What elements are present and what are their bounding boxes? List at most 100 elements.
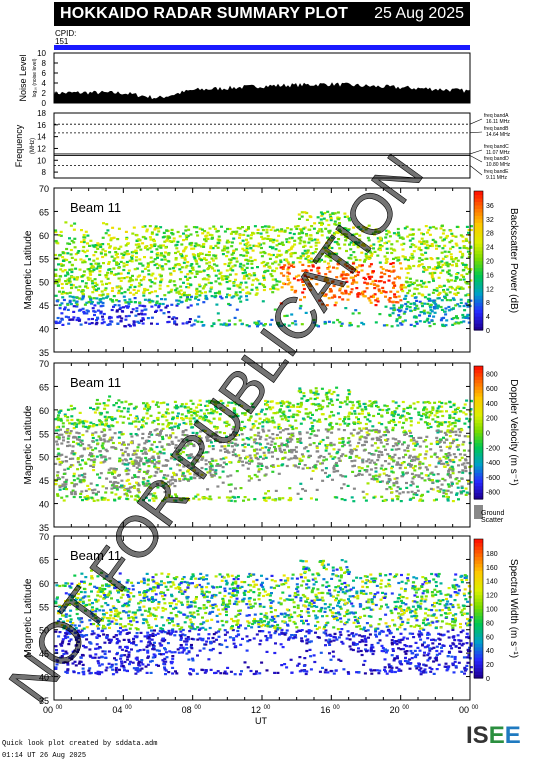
velocity-cell bbox=[58, 485, 62, 488]
velocity-cell bbox=[335, 496, 339, 499]
power-cell bbox=[74, 286, 78, 289]
velocity-cell bbox=[240, 428, 243, 432]
velocity-cell bbox=[229, 483, 233, 486]
power-cell bbox=[358, 234, 362, 237]
power-cell bbox=[393, 308, 396, 311]
velocity-cell bbox=[178, 449, 181, 452]
lat-tick-label: 50 bbox=[39, 278, 49, 288]
power-cell bbox=[286, 268, 290, 271]
velocity-cell bbox=[357, 412, 361, 415]
velocity-cell bbox=[120, 401, 124, 404]
velocity-cell bbox=[102, 402, 106, 405]
power-cell bbox=[241, 226, 244, 229]
velocity-cell bbox=[209, 462, 213, 465]
power-cell bbox=[105, 282, 108, 285]
velocity-cell bbox=[436, 489, 440, 493]
power-cell bbox=[297, 237, 301, 240]
velocity-cell bbox=[111, 425, 115, 428]
velocity-cell bbox=[435, 440, 439, 444]
colorbar-tick: 20 bbox=[486, 259, 494, 266]
velocity-cell bbox=[187, 411, 191, 414]
velocity-cell bbox=[404, 431, 408, 434]
power-cell bbox=[376, 297, 380, 300]
velocity-cell bbox=[395, 463, 399, 466]
velocity-cell bbox=[466, 462, 470, 465]
power-cell bbox=[84, 285, 87, 288]
power-cell bbox=[418, 314, 422, 317]
velocity-cell bbox=[85, 430, 89, 433]
velocity-cell bbox=[95, 424, 99, 427]
velocity-cell bbox=[444, 489, 448, 492]
velocity-cell bbox=[77, 474, 81, 477]
power-cell bbox=[367, 239, 371, 242]
power-cell bbox=[68, 291, 72, 294]
power-cell bbox=[434, 227, 438, 230]
power-cell bbox=[126, 272, 130, 275]
velocity-cell bbox=[264, 492, 268, 495]
velocity-cell bbox=[263, 413, 267, 416]
velocity-cell bbox=[290, 425, 294, 428]
velocity-cell bbox=[299, 441, 303, 444]
power-cell bbox=[336, 318, 340, 322]
power-cell bbox=[294, 289, 298, 292]
velocity-cell bbox=[372, 429, 376, 432]
power-cell bbox=[271, 253, 275, 257]
power-cell bbox=[328, 246, 331, 249]
power-cell bbox=[67, 279, 71, 282]
velocity-cell bbox=[78, 421, 82, 424]
power-cell bbox=[437, 264, 441, 267]
power-cell bbox=[173, 265, 177, 268]
lat-tick-label: 35 bbox=[39, 523, 49, 533]
velocity-cell bbox=[368, 400, 372, 403]
power-cell bbox=[54, 282, 57, 285]
velocity-cell bbox=[401, 473, 405, 476]
power-cell bbox=[102, 222, 105, 225]
power-cell bbox=[169, 273, 173, 276]
power-cell bbox=[64, 221, 68, 224]
velocity-cell bbox=[246, 409, 250, 412]
velocity-cell bbox=[146, 479, 150, 483]
power-cell bbox=[310, 225, 314, 228]
power-cell bbox=[438, 284, 442, 287]
power-cell bbox=[343, 235, 347, 238]
power-cell bbox=[347, 256, 351, 259]
velocity-cell bbox=[133, 462, 137, 465]
velocity-cell bbox=[337, 428, 341, 431]
power-cell bbox=[307, 261, 311, 264]
power-cell bbox=[325, 219, 329, 222]
velocity-cell bbox=[296, 492, 300, 495]
velocity-cell bbox=[186, 440, 190, 443]
power-cell bbox=[185, 294, 189, 297]
power-cell bbox=[382, 324, 386, 327]
power-cell bbox=[446, 234, 449, 238]
power-cell bbox=[223, 245, 227, 248]
power-cell bbox=[249, 247, 253, 250]
power-cell bbox=[338, 287, 342, 290]
power-cell bbox=[61, 296, 65, 299]
power-cell bbox=[410, 243, 414, 246]
velocity-cell bbox=[170, 426, 174, 429]
power-cell bbox=[447, 269, 451, 272]
velocity-cell bbox=[279, 415, 283, 418]
velocity-cell bbox=[368, 473, 372, 476]
power-cell bbox=[340, 233, 344, 236]
power-cell bbox=[180, 243, 184, 246]
power-cell bbox=[80, 240, 83, 243]
power-cell bbox=[110, 299, 114, 302]
power-cell bbox=[215, 264, 219, 267]
power-cell bbox=[409, 245, 413, 249]
velocity-cell bbox=[357, 456, 361, 459]
velocity-cell bbox=[218, 431, 222, 434]
velocity-cell bbox=[277, 427, 281, 430]
power-cell bbox=[312, 227, 316, 230]
power-cell bbox=[384, 236, 388, 239]
velocity-cell bbox=[447, 452, 451, 455]
velocity-cell bbox=[214, 439, 217, 443]
velocity-cell bbox=[181, 430, 185, 434]
freq-band-pointer bbox=[469, 165, 483, 176]
velocity-cell bbox=[384, 467, 388, 471]
velocity-cell bbox=[62, 487, 66, 490]
velocity-cell bbox=[200, 473, 204, 476]
velocity-cell bbox=[141, 481, 145, 484]
velocity-cell bbox=[187, 499, 191, 502]
